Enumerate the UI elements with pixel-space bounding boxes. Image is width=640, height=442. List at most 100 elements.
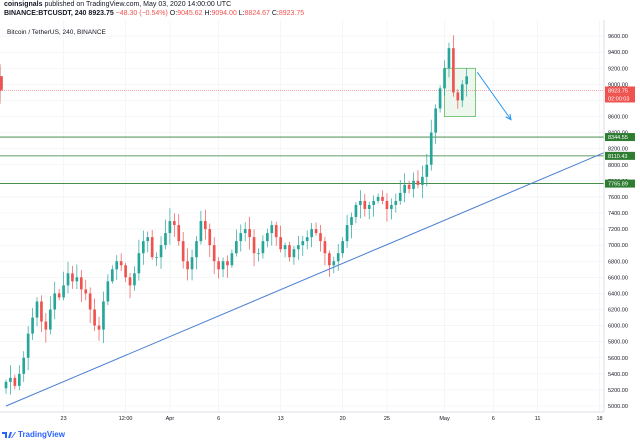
candle-body bbox=[323, 241, 327, 254]
price-tick-label: 8600.00 bbox=[608, 115, 628, 121]
candle bbox=[421, 165, 424, 199]
candle bbox=[150, 230, 154, 260]
candle-body bbox=[217, 261, 220, 270]
candle bbox=[283, 242, 287, 258]
candle-body bbox=[124, 265, 127, 278]
last-price-tag bbox=[605, 86, 635, 95]
candle bbox=[292, 245, 296, 265]
candle bbox=[26, 326, 30, 371]
candle-body bbox=[4, 381, 8, 389]
candle bbox=[456, 89, 460, 109]
candle bbox=[398, 180, 402, 205]
candle bbox=[438, 85, 442, 113]
candle-body bbox=[292, 249, 296, 258]
candle-body bbox=[305, 237, 309, 242]
price-tick-label: 9600.00 bbox=[608, 34, 628, 40]
chart-header: coinsignals published on TradingView.com… bbox=[0, 0, 640, 20]
candle-body bbox=[447, 48, 451, 69]
candle-body bbox=[181, 241, 185, 262]
candle-body bbox=[0, 76, 3, 91]
candle-body bbox=[35, 301, 39, 318]
candle-body bbox=[239, 233, 243, 242]
candle bbox=[208, 223, 212, 257]
candle-body bbox=[177, 225, 181, 242]
candle bbox=[44, 313, 48, 343]
candle bbox=[235, 229, 238, 257]
candle bbox=[319, 224, 322, 252]
candle-body bbox=[62, 285, 65, 298]
candle-body bbox=[168, 221, 172, 234]
candle-body bbox=[141, 241, 145, 254]
candle bbox=[341, 236, 344, 258]
candle-body bbox=[266, 233, 269, 242]
candle-body bbox=[270, 225, 274, 234]
time-axis[interactable]: 23 12:00 Apr 6 13 20 25 May 6 11 18 bbox=[61, 416, 603, 422]
candle-body bbox=[53, 293, 57, 310]
candle bbox=[22, 351, 26, 382]
tradingview-brand[interactable]: TradingView bbox=[18, 429, 65, 439]
candle-body bbox=[199, 221, 203, 242]
candle bbox=[279, 225, 282, 253]
candle-body bbox=[208, 229, 212, 246]
candle bbox=[403, 173, 406, 203]
projection-arrow[interactable] bbox=[476, 71, 512, 121]
candle bbox=[137, 239, 141, 281]
candle-body bbox=[146, 237, 150, 242]
candle bbox=[9, 365, 12, 395]
candle bbox=[133, 266, 136, 291]
candle bbox=[345, 214, 349, 248]
price-change: −48.30 (−0.54%) bbox=[115, 10, 168, 17]
candle-body bbox=[341, 241, 344, 254]
candle bbox=[217, 257, 220, 279]
ascending-trendline[interactable] bbox=[5, 152, 605, 407]
candle bbox=[221, 257, 225, 278]
candle-body bbox=[9, 377, 12, 382]
price-tick-label: 9000.00 bbox=[608, 82, 628, 88]
candle-body bbox=[186, 261, 189, 270]
arrow-head bbox=[505, 113, 512, 121]
open-label: O: bbox=[169, 10, 178, 17]
last-price: 8923.75 bbox=[88, 10, 114, 17]
candle bbox=[40, 295, 43, 333]
candle bbox=[128, 273, 132, 299]
price-tick-label: 6600.00 bbox=[608, 275, 628, 281]
candle bbox=[119, 253, 123, 272]
time-tick-label: 25 bbox=[384, 416, 390, 422]
candle-body bbox=[350, 217, 353, 226]
candle-body bbox=[119, 261, 123, 266]
candle-body bbox=[102, 301, 105, 330]
candle-body bbox=[456, 92, 460, 101]
candle bbox=[381, 190, 384, 205]
candle-body bbox=[79, 277, 83, 290]
candle-body bbox=[288, 245, 291, 258]
publish-line: coinsignals published on TradingView.com… bbox=[4, 1, 231, 8]
candle-body bbox=[354, 204, 358, 218]
time-tick-label: 23 bbox=[61, 416, 67, 422]
candle bbox=[390, 198, 393, 220]
close-value: 8923.75 bbox=[278, 10, 305, 17]
candle-body bbox=[372, 200, 375, 205]
candle bbox=[172, 213, 176, 237]
low-label: L: bbox=[238, 10, 245, 17]
candle-body bbox=[159, 245, 163, 258]
candle-body bbox=[93, 309, 96, 326]
symbol-label: BINANCE:BTCUSDT, 240 bbox=[4, 10, 87, 17]
time-tick-label: 6 bbox=[217, 416, 220, 422]
candle bbox=[84, 279, 88, 301]
target-zone-box[interactable] bbox=[444, 67, 476, 117]
level-price-label: 8110.43 bbox=[608, 154, 627, 160]
candle-body bbox=[97, 325, 101, 330]
candle-body bbox=[443, 68, 446, 89]
author-name[interactable]: coinsignals bbox=[4, 1, 43, 8]
price-tick-label: 9400.00 bbox=[608, 50, 628, 56]
candle bbox=[248, 216, 251, 250]
candle bbox=[385, 193, 389, 222]
candle-body bbox=[301, 241, 305, 246]
candle-body bbox=[328, 253, 331, 266]
candle bbox=[429, 119, 433, 171]
candle-body bbox=[421, 176, 424, 185]
candle bbox=[336, 244, 340, 271]
candle-body bbox=[261, 241, 265, 254]
level-price-label: 8344.55 bbox=[608, 135, 628, 141]
